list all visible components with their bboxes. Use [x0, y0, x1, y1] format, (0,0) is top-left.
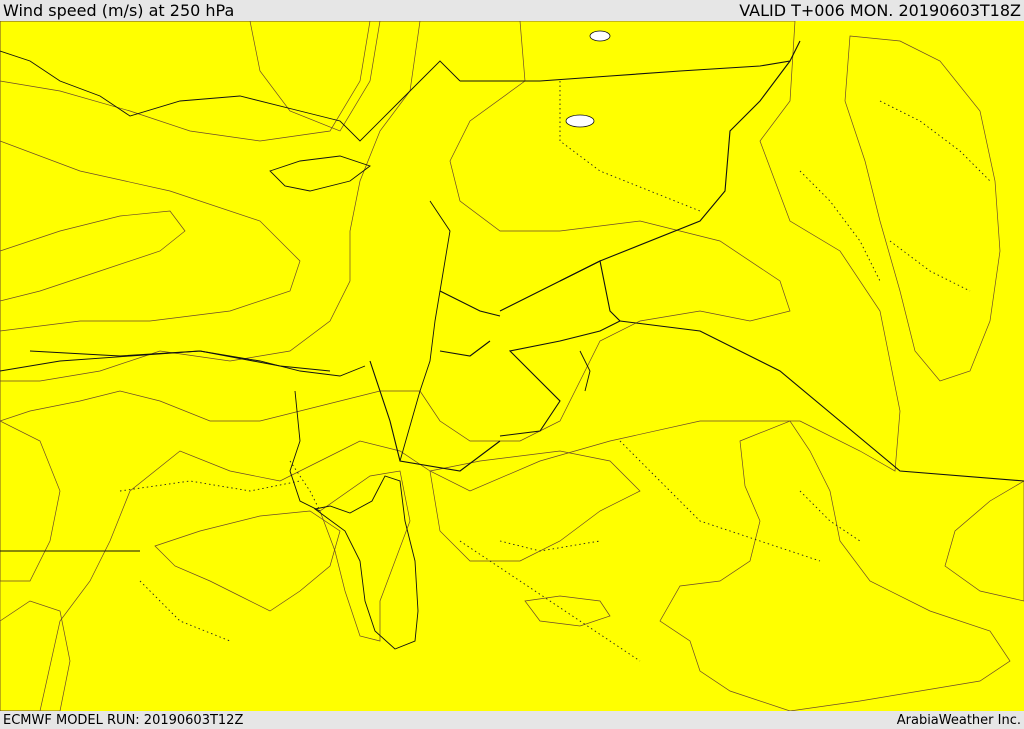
band-dark-orange	[0, 21, 421, 382]
model-run: ECMWF MODEL RUN: 20190603T12Z	[3, 712, 244, 728]
low-speed-sinai	[319, 470, 411, 642]
band-jet-core	[0, 210, 186, 302]
band-gold-east	[944, 480, 1024, 602]
band-orange	[0, 21, 791, 442]
sea-missing	[313, 475, 419, 650]
footer-bar: ECMWF MODEL RUN: 20190603T12Z ArabiaWeat…	[0, 711, 1024, 729]
band-gold-sw	[0, 600, 71, 711]
credit: ArabiaWeather Inc.	[896, 712, 1021, 728]
map-title: Wind speed (m/s) at 250 hPa	[3, 1, 235, 20]
band-yellow	[0, 21, 1024, 711]
lake	[565, 114, 595, 128]
band-red-orange-west	[0, 140, 301, 332]
valid-time: VALID T+006 MON. 20190603T18Z	[739, 1, 1021, 20]
lake	[589, 30, 611, 42]
low-speed-south	[659, 420, 1011, 711]
low-speed-patch	[524, 595, 611, 627]
low-speed-egypt	[154, 510, 341, 612]
band-orange-sw	[0, 420, 61, 582]
band-red-orange-north	[249, 21, 381, 132]
coastlines	[0, 50, 591, 512]
header-bar: Wind speed (m/s) at 250 hPa VALID T+006 …	[0, 0, 1024, 21]
band-gold	[0, 21, 901, 711]
low-speed-east	[844, 35, 1001, 382]
band-gold-south	[429, 450, 641, 562]
band-red-orange	[0, 21, 371, 142]
wind-speed-map	[0, 21, 1024, 711]
province-borders	[119, 81, 991, 662]
